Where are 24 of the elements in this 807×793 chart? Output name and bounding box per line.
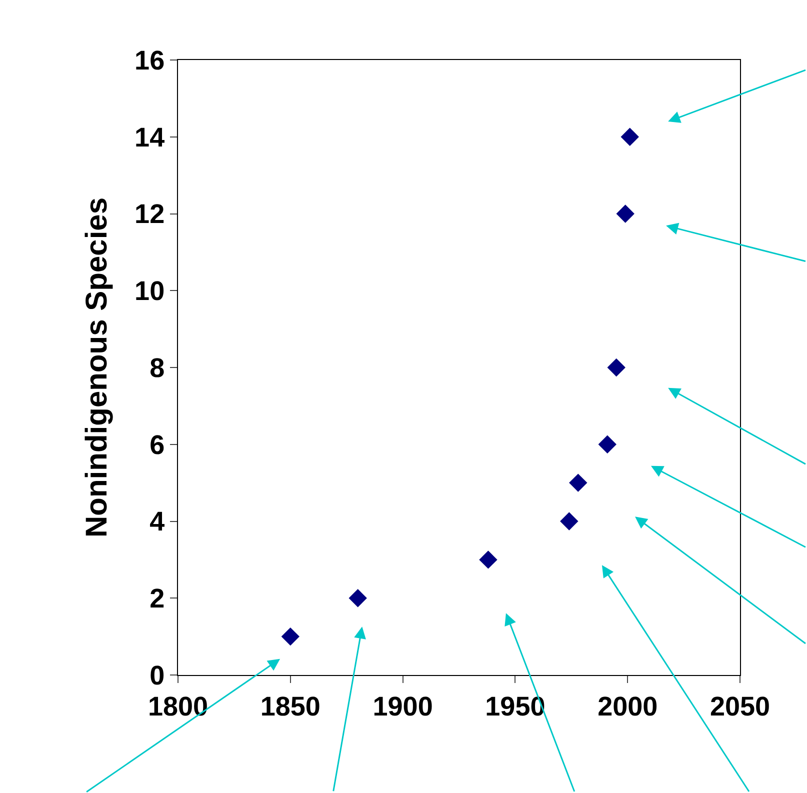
y-axis-title: Nonindigenous Species <box>80 197 114 538</box>
x-tick-label: 1850 <box>260 691 320 722</box>
point <box>560 512 578 530</box>
y-tick-label: 0 <box>150 660 165 690</box>
y-tick-label: 2 <box>150 584 165 614</box>
point <box>620 128 639 146</box>
point <box>607 358 626 377</box>
y-tick-label: 16 <box>134 45 165 76</box>
y-tick-label: 10 <box>134 276 165 306</box>
point <box>598 435 616 454</box>
y-tick-label: 8 <box>150 352 165 383</box>
y-tick-label: 4 <box>150 506 165 537</box>
point <box>281 627 300 646</box>
y-tick-label: 14 <box>134 122 165 152</box>
x-tick-label: 1800 <box>148 691 208 722</box>
y-tick-label: 6 <box>150 430 165 460</box>
point <box>479 550 498 569</box>
point <box>348 589 367 608</box>
x-tick-label: 1900 <box>372 691 433 722</box>
x-tick-label: 2000 <box>598 691 658 722</box>
point <box>569 474 588 492</box>
y-tick-label: 12 <box>134 199 165 230</box>
point <box>616 204 634 223</box>
x-tick-label: 2050 <box>710 691 770 722</box>
